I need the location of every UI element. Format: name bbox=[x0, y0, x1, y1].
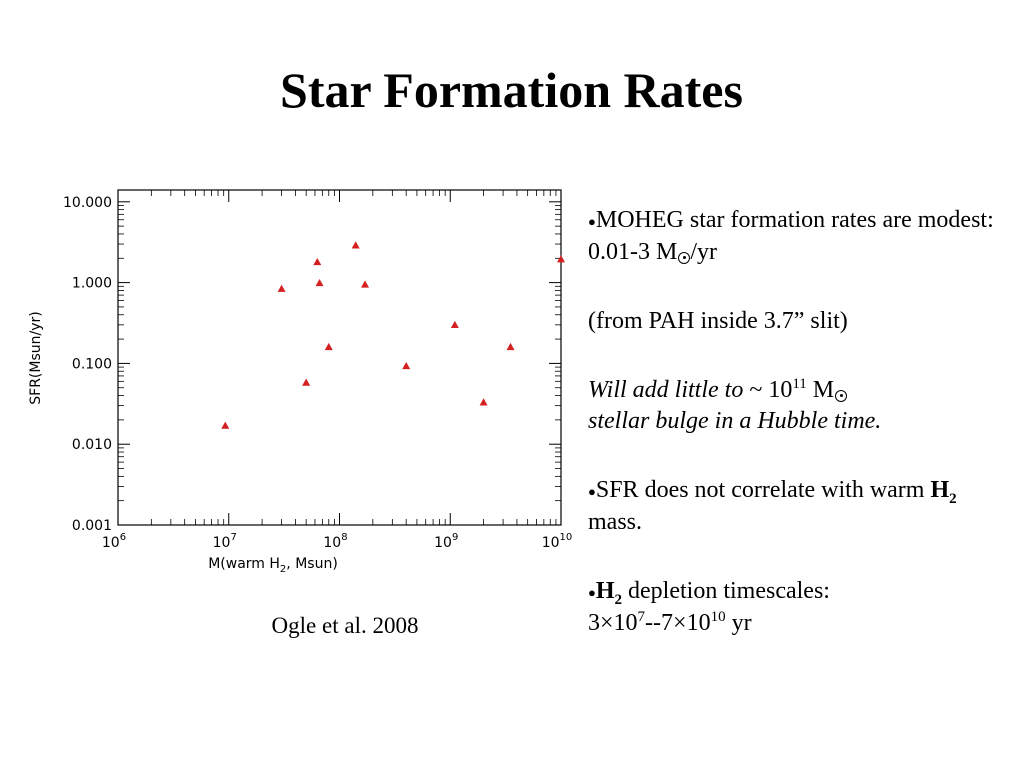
data-point-8 bbox=[361, 280, 370, 288]
bullet-dot: ● bbox=[588, 584, 596, 600]
data-point-11 bbox=[479, 398, 488, 406]
chart-axes bbox=[117, 189, 562, 526]
x-tick-label: 1010 bbox=[542, 532, 573, 551]
x-tick-label: 109 bbox=[434, 532, 458, 551]
x-tick-label: 108 bbox=[323, 532, 347, 551]
data-point-2 bbox=[277, 284, 286, 292]
data-point-6 bbox=[324, 342, 333, 351]
slide-title: Star Formation Rates bbox=[280, 62, 743, 118]
y-tick-label: 10.000 bbox=[63, 195, 112, 211]
bullet-no-correlation: ●SFR does not correlate with warm H2 mas… bbox=[588, 476, 957, 535]
bullet-sfr-modest: ●MOHEG star formation rates are modest: … bbox=[588, 207, 994, 265]
bullet-dot: ● bbox=[588, 213, 596, 229]
chart-points bbox=[221, 241, 565, 429]
bullet-dot: ● bbox=[588, 483, 596, 499]
data-point-5 bbox=[315, 278, 324, 287]
bullet-depletion-timescales: ●H2 depletion timescales: 3×107--7×1010 y… bbox=[588, 577, 830, 636]
data-point-4 bbox=[313, 257, 322, 266]
y-tick-label: 1.000 bbox=[72, 276, 112, 292]
data-point-9 bbox=[402, 361, 411, 370]
plot-frame bbox=[117, 189, 562, 526]
x-axis-label: M(warm H2, Msun) bbox=[208, 556, 338, 575]
data-point-7 bbox=[351, 241, 360, 249]
y-tick-label: 0.010 bbox=[72, 437, 112, 453]
y-tick-label: 0.001 bbox=[72, 518, 112, 534]
pah-note: (from PAH inside 3.7” slit) bbox=[588, 307, 848, 334]
data-point-12 bbox=[506, 342, 515, 351]
x-tick-label: 106 bbox=[102, 532, 126, 551]
data-point-10 bbox=[450, 320, 459, 329]
data-point-3 bbox=[302, 378, 311, 386]
chart-ticks: 0.001 0.010 0.100 1.000 10.000 106 107 108 109 10… bbox=[63, 190, 572, 551]
bullet-list: ●MOHEG star formation rates are modest: … bbox=[588, 205, 1008, 677]
solar-symbol-icon bbox=[835, 389, 848, 402]
sfr-scatter-chart: 0.001 0.010 0.100 1.000 10.000 106 107 108 109 10… bbox=[28, 189, 572, 575]
y-tick-label: 0.100 bbox=[72, 356, 112, 372]
data-point-1 bbox=[221, 421, 230, 429]
y-axis-label: SFR(Msun/yr) bbox=[28, 311, 44, 404]
figure-caption: Ogle et al. 2008 bbox=[271, 613, 419, 638]
x-tick-label: 107 bbox=[213, 532, 237, 551]
data-point-13 bbox=[557, 255, 565, 263]
solar-symbol-icon bbox=[678, 251, 691, 264]
